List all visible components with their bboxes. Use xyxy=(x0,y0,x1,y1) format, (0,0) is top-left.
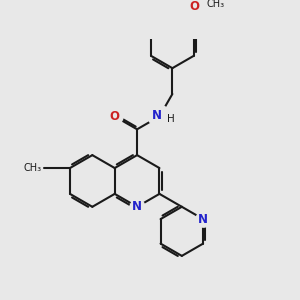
Text: O: O xyxy=(190,0,200,13)
Text: CH₃: CH₃ xyxy=(206,0,224,9)
Text: N: N xyxy=(132,200,142,213)
Text: H: H xyxy=(167,115,174,124)
Text: N: N xyxy=(198,213,208,226)
Text: CH₃: CH₃ xyxy=(24,163,42,173)
Text: O: O xyxy=(110,110,120,123)
Text: N: N xyxy=(152,110,162,122)
